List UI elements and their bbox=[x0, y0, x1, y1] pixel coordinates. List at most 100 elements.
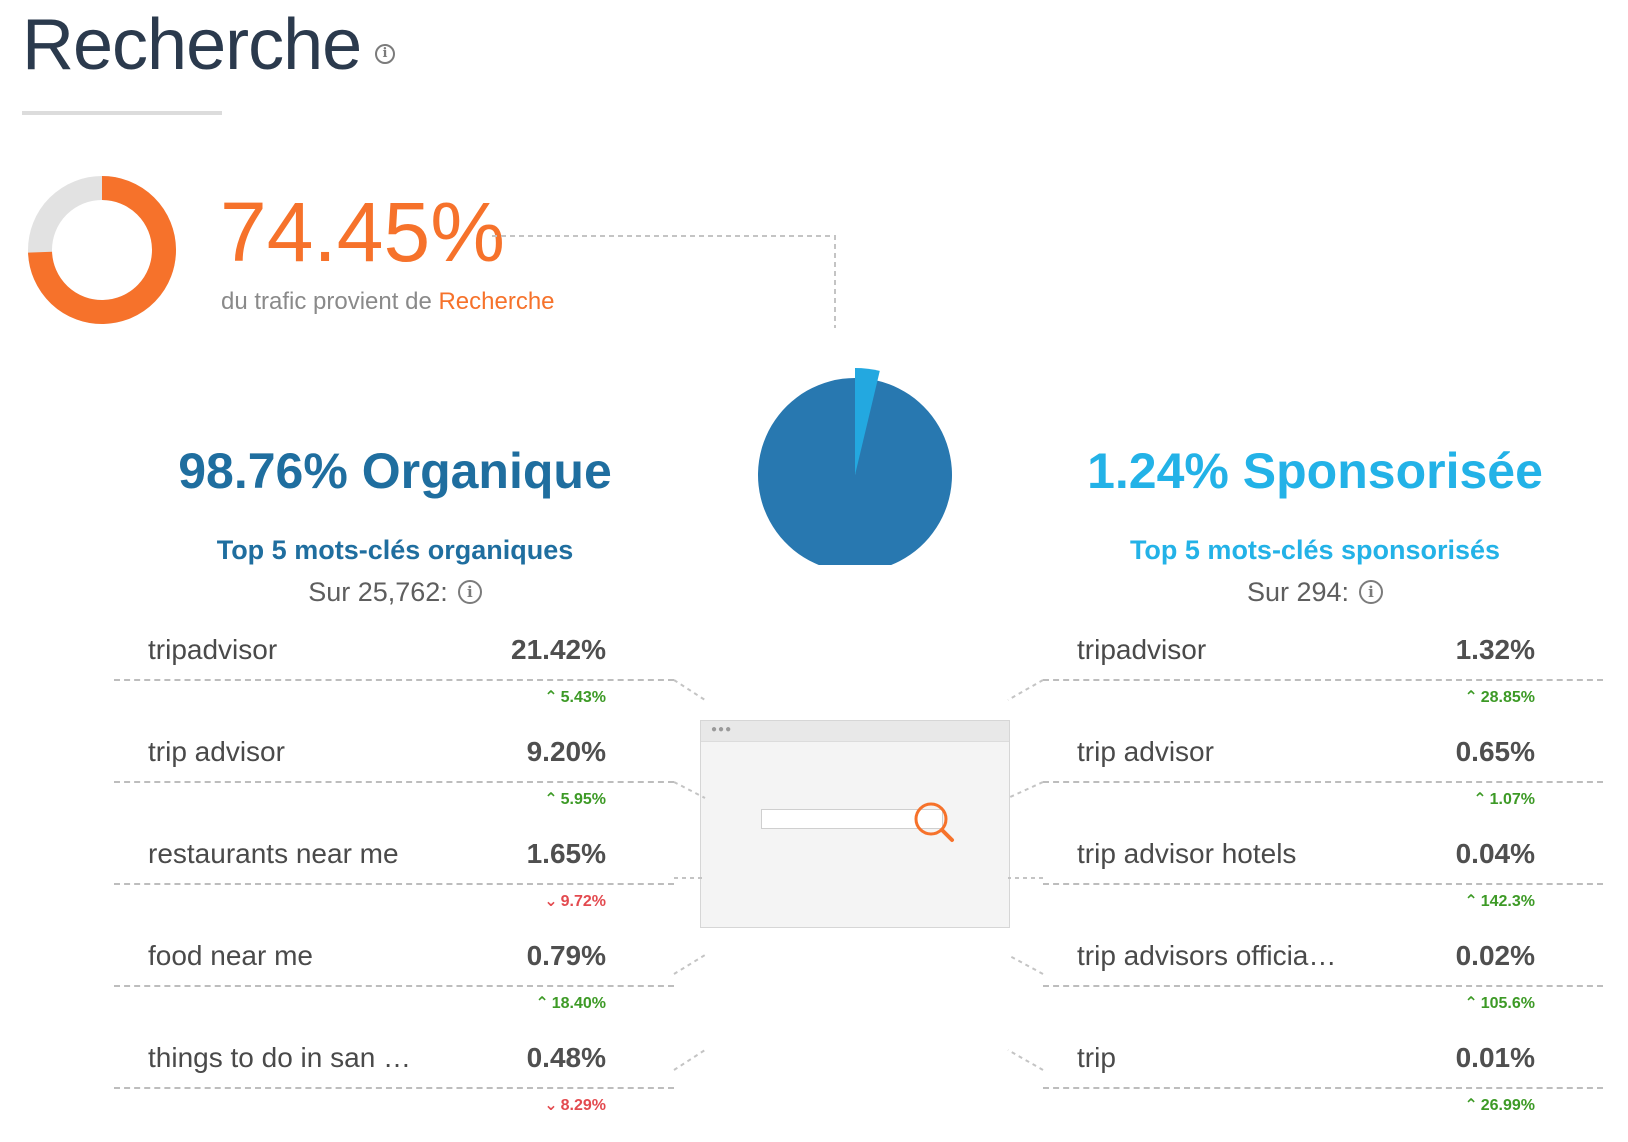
row-divider bbox=[1043, 883, 1603, 885]
search-share-donut bbox=[28, 176, 176, 324]
browser-title-bar: ●●● bbox=[701, 721, 1009, 742]
keyword-change-value: 1.07% bbox=[1489, 791, 1535, 808]
row-divider bbox=[1043, 679, 1603, 681]
connector-line bbox=[1007, 954, 1044, 975]
keyword-share: 0.01% bbox=[1455, 1042, 1535, 1073]
keyword-name[interactable]: trip advisor bbox=[1077, 736, 1214, 767]
keyword-change: ⌃ 142.3% bbox=[1464, 891, 1535, 911]
row-divider bbox=[114, 883, 674, 885]
connector-line bbox=[673, 781, 706, 799]
keyword-name[interactable]: trip bbox=[1077, 1042, 1116, 1073]
keyword-change: ⌃ 5.43% bbox=[544, 687, 606, 707]
organic-subtitle: Top 5 mots-clés organiques bbox=[216, 535, 574, 565]
keyword-row[interactable]: trip 0.01% ⌃ 26.99% bbox=[1043, 1042, 1603, 1142]
row-divider bbox=[114, 985, 674, 987]
keyword-share: 0.04% bbox=[1455, 838, 1535, 869]
keyword-change-value: 26.99% bbox=[1480, 1097, 1535, 1114]
organic-total: Sur 25,762: i bbox=[115, 577, 675, 608]
row-divider bbox=[114, 679, 674, 681]
keyword-row[interactable]: tripadvisor 1.32% ⌃ 28.85% bbox=[1043, 634, 1603, 734]
keyword-name[interactable]: restaurants near me bbox=[148, 838, 399, 869]
row-divider bbox=[1043, 985, 1603, 987]
paid-percent: 1.24% bbox=[1087, 443, 1229, 499]
keyword-change-value: 18.40% bbox=[551, 995, 606, 1012]
trend-down-icon: ⌄ bbox=[544, 893, 558, 910]
keyword-share: 0.65% bbox=[1455, 736, 1535, 767]
keyword-change-value: 5.95% bbox=[560, 791, 606, 808]
paid-total: Sur 294: i bbox=[1035, 577, 1595, 608]
info-icon[interactable]: i bbox=[375, 44, 395, 64]
keyword-name[interactable]: things to do in san … bbox=[148, 1042, 412, 1073]
keyword-row[interactable]: things to do in san … 0.48% ⌄ 8.29% bbox=[114, 1042, 674, 1142]
trend-up-icon: ⌃ bbox=[535, 995, 549, 1012]
keyword-row[interactable]: trip advisor 9.20% ⌃ 5.95% bbox=[114, 736, 674, 836]
paid-total-text: Sur 294: bbox=[1246, 577, 1350, 607]
pie-slice-paid bbox=[855, 368, 880, 475]
trend-up-icon: ⌃ bbox=[1464, 995, 1478, 1012]
browser-dots-icon: ●●● bbox=[711, 724, 733, 735]
keyword-name[interactable]: tripadvisor bbox=[148, 634, 278, 665]
info-icon[interactable]: i bbox=[1359, 579, 1384, 604]
keyword-change-value: 5.43% bbox=[560, 689, 606, 706]
connector-line bbox=[673, 1049, 706, 1071]
connector-line bbox=[1007, 679, 1044, 701]
magnifier-icon bbox=[914, 802, 954, 842]
trend-up-icon: ⌃ bbox=[544, 689, 558, 706]
keyword-change-value: 142.3% bbox=[1480, 893, 1535, 910]
trend-up-icon: ⌃ bbox=[1464, 1097, 1478, 1114]
keyword-row[interactable]: trip advisor 0.65% ⌃ 1.07% bbox=[1043, 736, 1603, 836]
page-title: Recherche bbox=[22, 5, 362, 85]
keyword-change: ⌃ 18.40% bbox=[535, 993, 606, 1013]
organic-heading: 98.76% Organique bbox=[115, 446, 675, 496]
info-icon[interactable]: i bbox=[457, 579, 482, 604]
keyword-change: ⌃ 5.95% bbox=[544, 789, 606, 809]
connector-line bbox=[1007, 781, 1044, 799]
keyword-change: ⌄ 9.72% bbox=[544, 891, 606, 911]
keyword-change: ⌄ 8.29% bbox=[544, 1095, 606, 1115]
trend-up-icon: ⌃ bbox=[544, 791, 558, 808]
keyword-change: ⌃ 28.85% bbox=[1464, 687, 1535, 707]
row-divider bbox=[1043, 1087, 1603, 1089]
keyword-change-value: 9.72% bbox=[560, 893, 606, 910]
keyword-name[interactable]: food near me bbox=[148, 940, 313, 971]
keyword-row[interactable]: trip advisors officia… 0.02% ⌃ 105.6% bbox=[1043, 940, 1603, 1040]
pie-slice-organic bbox=[758, 378, 952, 565]
keyword-change-value: 8.29% bbox=[560, 1097, 606, 1114]
keyword-row[interactable]: food near me 0.79% ⌃ 18.40% bbox=[114, 940, 674, 1040]
trend-up-icon: ⌃ bbox=[1464, 893, 1478, 910]
keyword-change: ⌃ 1.07% bbox=[1473, 789, 1535, 809]
keyword-name[interactable]: trip advisor hotels bbox=[1077, 838, 1297, 869]
keyword-name[interactable]: tripadvisor bbox=[1077, 634, 1207, 665]
keyword-row[interactable]: tripadvisor 21.42% ⌃ 5.43% bbox=[114, 634, 674, 734]
keyword-change: ⌃ 26.99% bbox=[1464, 1095, 1535, 1115]
keyword-row[interactable]: trip advisor hotels 0.04% ⌃ 142.3% bbox=[1043, 838, 1603, 938]
keyword-change: ⌃ 105.6% bbox=[1464, 993, 1535, 1013]
keyword-name[interactable]: trip advisor bbox=[148, 736, 285, 767]
keyword-row[interactable]: restaurants near me 1.65% ⌄ 9.72% bbox=[114, 838, 674, 938]
title-underline bbox=[22, 111, 222, 115]
row-divider bbox=[1043, 781, 1603, 783]
organic-percent: 98.76% bbox=[178, 443, 348, 499]
trend-up-icon: ⌃ bbox=[1473, 791, 1487, 808]
donut-arc bbox=[28, 176, 176, 324]
paid-label: Sponsorisée bbox=[1242, 443, 1543, 499]
traffic-caption-highlight: Recherche bbox=[438, 288, 555, 315]
search-box-illustration bbox=[761, 809, 943, 829]
paid-heading: 1.24% Sponsorisée bbox=[1035, 446, 1595, 496]
keyword-share: 0.79% bbox=[526, 940, 606, 971]
keyword-share: 9.20% bbox=[526, 736, 606, 767]
keyword-share: 21.42% bbox=[511, 634, 606, 665]
organic-total-text: Sur 25,762: bbox=[308, 577, 448, 607]
keyword-share: 0.48% bbox=[526, 1042, 606, 1073]
connector-line bbox=[673, 954, 706, 975]
search-traffic-percent: 74.45% bbox=[220, 185, 505, 279]
keyword-share: 1.65% bbox=[526, 838, 606, 869]
trend-down-icon: ⌄ bbox=[544, 1097, 558, 1114]
keyword-change-value: 105.6% bbox=[1480, 995, 1535, 1012]
trend-up-icon: ⌃ bbox=[1464, 689, 1478, 706]
traffic-caption-prefix: du trafic provient de bbox=[221, 288, 439, 315]
keyword-name[interactable]: trip advisors officia… bbox=[1077, 940, 1337, 971]
headline-connector bbox=[492, 235, 836, 328]
keyword-change-value: 28.85% bbox=[1480, 689, 1535, 706]
organic-paid-pie bbox=[758, 368, 952, 565]
